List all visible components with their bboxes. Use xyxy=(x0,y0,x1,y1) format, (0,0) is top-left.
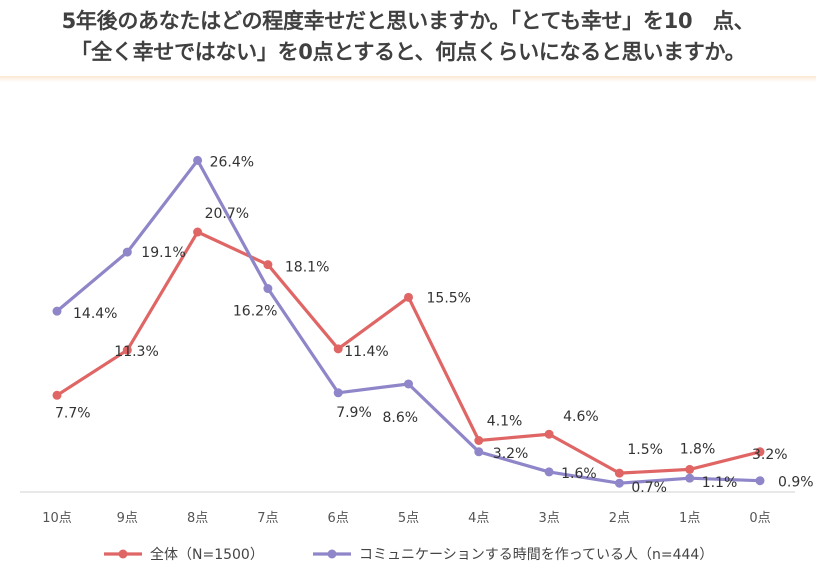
series-2-point xyxy=(685,473,695,483)
x-tick-label: 9点 xyxy=(117,511,138,526)
series-1-point xyxy=(685,464,695,474)
legend-item-2: コミュニケーションする時間を作っている人（n=444） xyxy=(313,547,713,563)
data-label: 7.9% xyxy=(336,405,372,421)
series-2 xyxy=(52,155,765,488)
x-tick-label: 8点 xyxy=(187,511,208,526)
series-1-point xyxy=(544,429,554,439)
data-label: 11.4% xyxy=(344,344,388,360)
series-2-point xyxy=(52,306,62,316)
data-label: 0.9% xyxy=(778,475,814,491)
data-label: 4.1% xyxy=(487,414,523,430)
x-tick-label: 6点 xyxy=(328,511,349,526)
data-label: 1.5% xyxy=(627,442,663,458)
series-2-point xyxy=(755,476,765,486)
data-label: 11.3% xyxy=(114,344,158,360)
legend-label: コミュニケーションする時間を作っている人（n=444） xyxy=(359,547,713,563)
series-1-point xyxy=(122,345,132,355)
x-tick-label: 2点 xyxy=(609,511,630,526)
x-tick-label: 4点 xyxy=(468,511,489,526)
legend-item-1: 全体（N=1500） xyxy=(104,546,264,563)
x-tick-label: 0点 xyxy=(749,511,770,526)
series-2-point xyxy=(193,155,203,165)
series-1-point xyxy=(404,292,413,302)
series-layer xyxy=(52,155,765,488)
legend-label: 全体（N=1500） xyxy=(150,546,264,563)
series-1-point xyxy=(755,447,765,457)
legend: 全体（N=1500） コミュニケーションする時間を作っている人（n=444） xyxy=(104,546,713,563)
series-2-point xyxy=(333,388,343,398)
series-1-point xyxy=(333,344,343,354)
data-label: 0.7% xyxy=(631,480,667,496)
series-2-line xyxy=(55,158,761,485)
data-labels: 7.7% 11.3% 20.7% 18.1% 11.4% 15.5% 4.1% 4.6% 1.5… xyxy=(55,154,814,496)
chart-title-line-1: 5年後のあなたはどの程度幸せだと思いますか。「とても幸せ」を10 点、 xyxy=(61,9,755,33)
series-1-point xyxy=(193,227,203,237)
x-tick-label: 3点 xyxy=(538,511,559,526)
series-1-point xyxy=(263,260,273,270)
x-tick-label: 5点 xyxy=(398,511,419,526)
data-label: 15.5% xyxy=(427,290,471,306)
data-label: 7.7% xyxy=(55,405,91,421)
title-divider xyxy=(0,76,816,82)
x-tick-label: 10点 xyxy=(42,511,72,526)
series-1-point xyxy=(474,436,484,446)
x-tick-label: 1点 xyxy=(679,511,700,526)
data-label: 3.2% xyxy=(493,446,529,462)
series-1 xyxy=(52,227,765,478)
data-label: 20.7% xyxy=(205,206,249,222)
data-label: 26.4% xyxy=(210,154,254,170)
data-label: 1.6% xyxy=(561,466,597,482)
x-tick-label: 7点 xyxy=(257,511,278,526)
series-2-point xyxy=(122,247,132,257)
series-1-point xyxy=(614,468,624,478)
data-label: 16.2% xyxy=(233,304,277,320)
series-2-point xyxy=(614,478,624,488)
chart-title: 5年後のあなたはどの程度幸せだと思いますか。「とても幸せ」を10 点、 「全く幸… xyxy=(0,0,816,82)
data-label: 14.4% xyxy=(73,306,117,322)
series-2-point xyxy=(404,379,413,389)
chart-title-line-2: 「全く幸せではない」を0点とすると、何点くらいになると思いますか。 xyxy=(70,40,746,64)
data-label: 18.1% xyxy=(285,260,329,276)
legend-swatch-marker xyxy=(327,549,337,559)
data-label: 19.1% xyxy=(141,245,185,261)
x-tick-labels: 10点 9点 8点 7点 6点 5点 4点 3点 2点 1点 0点 xyxy=(42,511,770,526)
series-2-point xyxy=(263,284,273,294)
data-label: 1.1% xyxy=(702,475,738,491)
series-1-point xyxy=(52,390,62,400)
data-label: 1.8% xyxy=(680,441,716,457)
legend-swatch-marker xyxy=(118,549,128,559)
series-1-line xyxy=(56,230,761,475)
data-label: 4.6% xyxy=(563,409,599,425)
data-label: 3.2% xyxy=(752,447,788,463)
data-label: 8.6% xyxy=(383,410,419,426)
series-2-point xyxy=(544,467,554,477)
series-2-point xyxy=(474,447,484,457)
